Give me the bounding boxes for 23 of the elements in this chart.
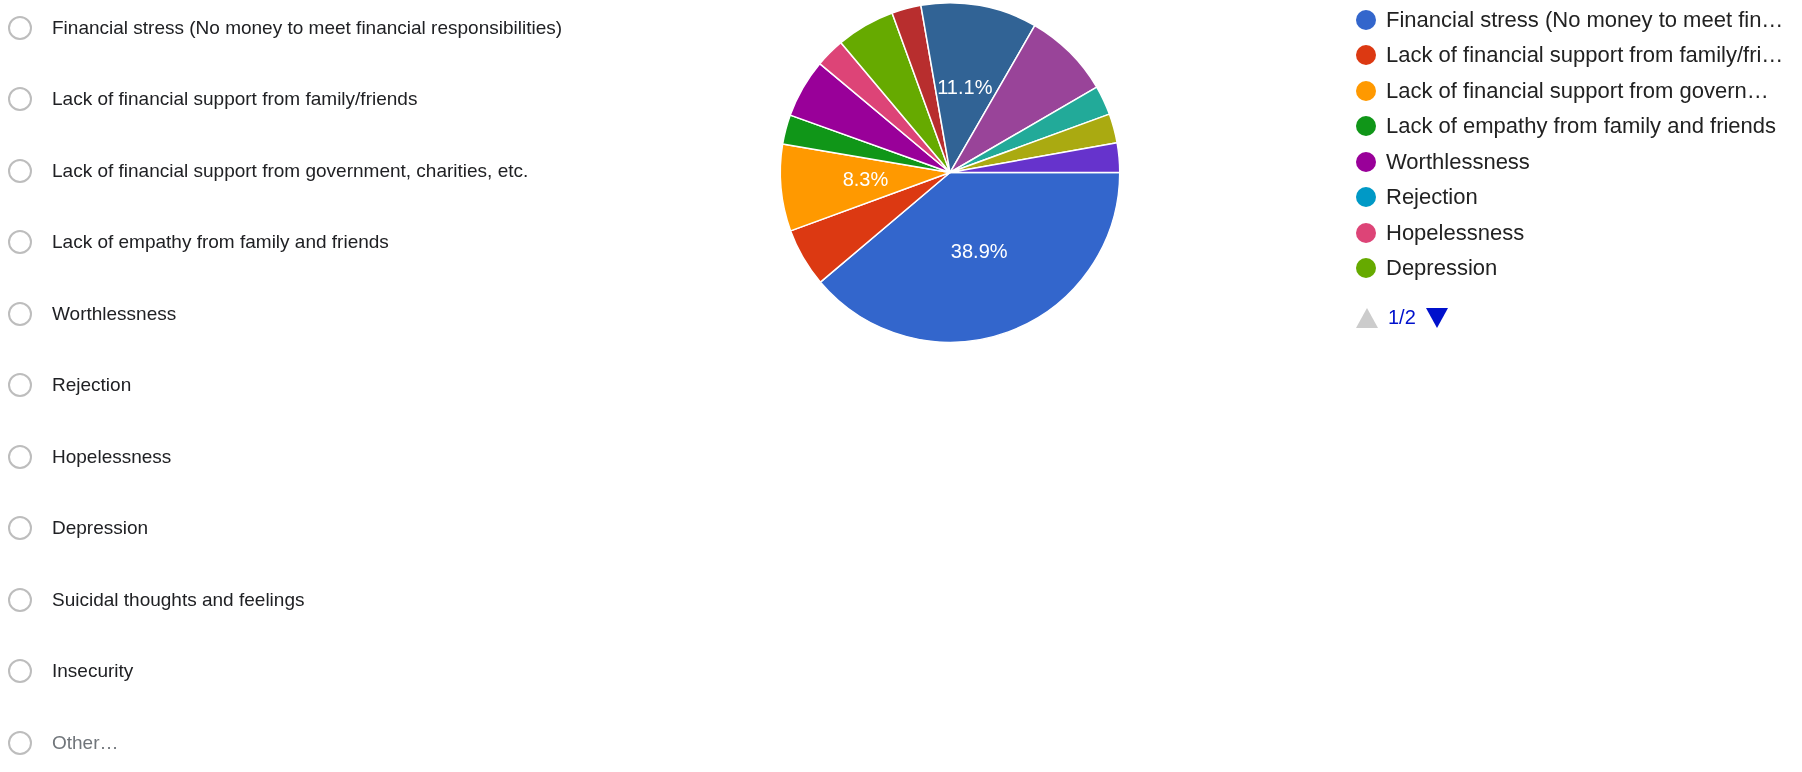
text: Hopelessness (52, 445, 172, 468)
legend-label: Worthlessness (1386, 148, 1530, 175)
legend-label: Financial stress (No money to meet fin… (1386, 6, 1784, 33)
legend-label: Lack of financial support from family/fri… (1386, 42, 1784, 69)
text: Depression (52, 517, 149, 540)
legend-label: Rejection (1386, 184, 1478, 211)
legend-label: Lack of financial support from govern… (1386, 77, 1769, 104)
text: Rejection (52, 374, 132, 397)
text: Suicidal thoughts and feelings (52, 588, 305, 611)
legend-label: Hopelessness (1386, 219, 1525, 246)
text: Insecurity (52, 660, 134, 683)
legend-label: Lack of empathy from family and friends (1386, 113, 1777, 140)
text: 1/2 (1388, 306, 1416, 329)
text: Lack of empathy from family and friends (52, 231, 389, 254)
text: Other… (52, 731, 119, 754)
text: Lack of financial support from government, charities, etc. (52, 159, 529, 182)
data-label: 11.1% (937, 76, 993, 99)
data-label: 8.3% (842, 167, 889, 190)
data-label: 38.9% (950, 239, 1008, 262)
text: Financial stress (No money to meet financial responsibilities) (52, 16, 563, 39)
text: Lack of financial support from family/friends (52, 88, 418, 111)
legend-label: Depression (1386, 255, 1498, 282)
text: Worthlessness (52, 302, 177, 325)
